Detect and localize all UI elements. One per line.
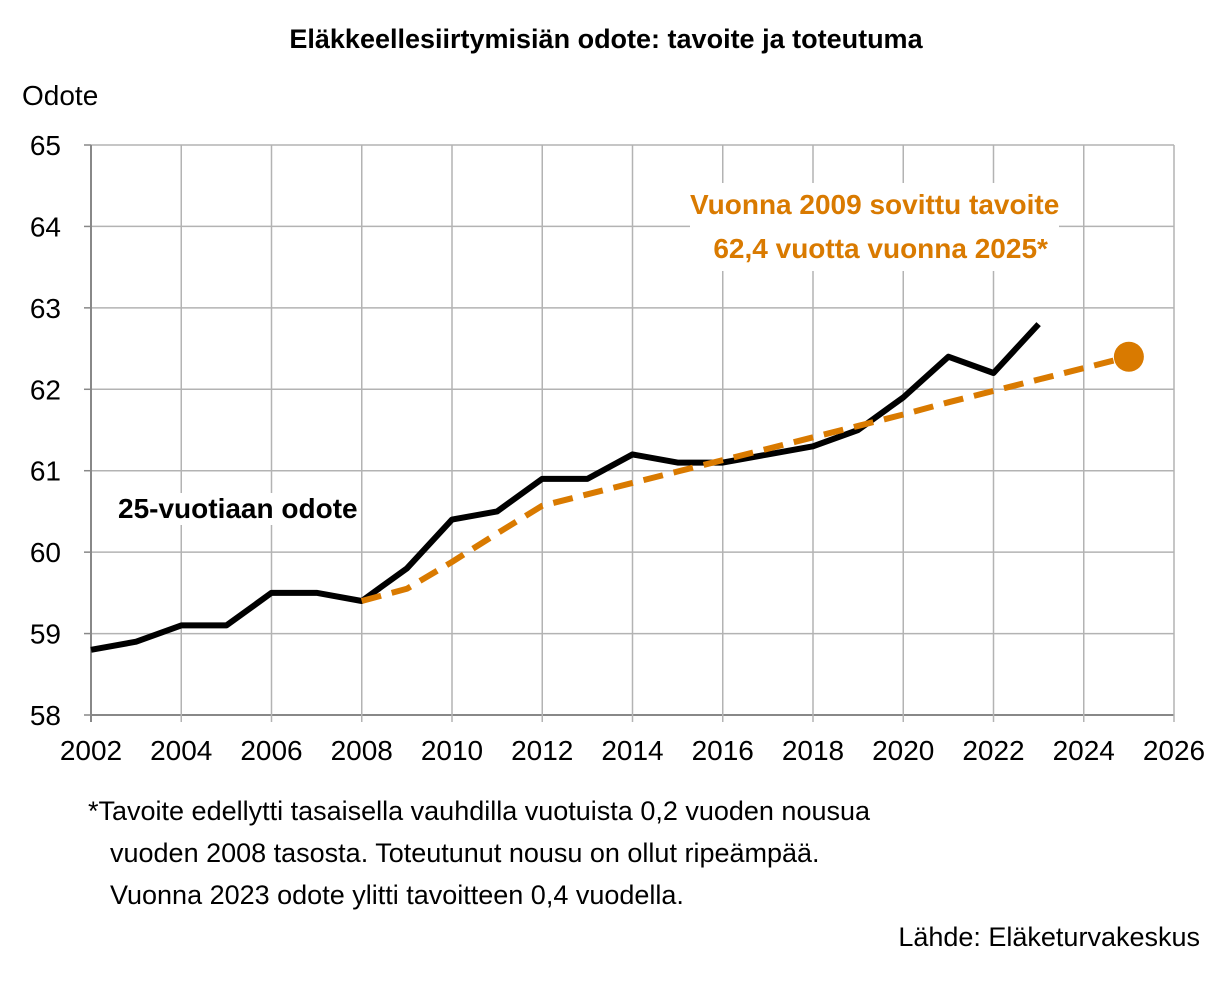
x-tick-label: 2006 bbox=[240, 735, 302, 766]
x-tick-label: 2014 bbox=[601, 735, 663, 766]
x-tick-label: 2016 bbox=[692, 735, 754, 766]
y-tick-label: 63 bbox=[30, 293, 61, 324]
y-tick-label: 60 bbox=[30, 537, 61, 568]
x-tick-label: 2008 bbox=[331, 735, 393, 766]
footnote-line: vuoden 2008 tasosta. Toteutunut nousu on… bbox=[110, 838, 820, 868]
target-annotation-line1: Vuonna 2009 sovittu tavoite bbox=[690, 189, 1060, 220]
x-tick-label: 2002 bbox=[60, 735, 122, 766]
y-tick-label: 61 bbox=[30, 456, 61, 487]
chart-title: Eläkkeellesiirtymisiän odote: tavoite ja… bbox=[289, 24, 923, 54]
y-tick-label: 59 bbox=[30, 619, 61, 650]
footnote-line: Vuonna 2023 odote ylitti tavoitteen 0,4 … bbox=[110, 880, 684, 910]
footnote-line: *Tavoite edellytti tasaisella vauhdilla … bbox=[88, 796, 871, 826]
y-tick-label: 62 bbox=[30, 374, 61, 405]
x-tick-label: 2018 bbox=[782, 735, 844, 766]
y-axis-label: Odote bbox=[22, 80, 99, 111]
x-tick-label: 2010 bbox=[421, 735, 483, 766]
target-annotation: Vuonna 2009 sovittu tavoite 62,4 vuotta … bbox=[690, 183, 1060, 271]
target-series-line bbox=[360, 353, 1130, 604]
source-note: Lähde: Eläketurvakeskus bbox=[898, 922, 1200, 952]
target-point-marker bbox=[1113, 341, 1144, 372]
x-tick-label: 2012 bbox=[511, 735, 573, 766]
y-tick-label: 64 bbox=[30, 211, 61, 242]
x-tick-label: 2004 bbox=[150, 735, 212, 766]
x-tick-label: 2024 bbox=[1053, 735, 1115, 766]
footnote: *Tavoite edellytti tasaisella vauhdilla … bbox=[88, 790, 870, 916]
x-tick-label: 2026 bbox=[1143, 735, 1205, 766]
series-label: 25-vuotiaan odote bbox=[116, 493, 360, 525]
actual-series-line bbox=[90, 322, 1041, 653]
y-tick-label: 65 bbox=[30, 130, 61, 161]
x-tick-label: 2020 bbox=[872, 735, 934, 766]
y-tick-label: 58 bbox=[30, 700, 61, 731]
x-tick-label: 2022 bbox=[962, 735, 1024, 766]
target-annotation-line2: 62,4 vuotta vuonna 2025* bbox=[713, 233, 1048, 264]
